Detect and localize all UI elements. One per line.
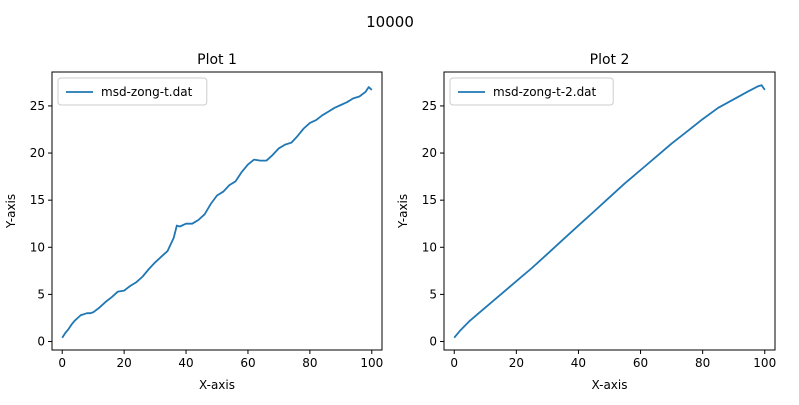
x-tick-label: 40 — [571, 356, 586, 370]
y-tick-label: 5 — [37, 287, 45, 301]
y-axis-label: Y-axis — [4, 194, 18, 229]
plot-title: Plot 2 — [590, 52, 630, 68]
y-tick-label: 15 — [30, 193, 45, 207]
y-tick-label: 20 — [30, 146, 45, 160]
x-tick-label: 0 — [450, 356, 458, 370]
series-line — [61, 86, 373, 339]
y-tick-label: 10 — [422, 240, 437, 254]
subplot-2: Plot 2 0 20 40 60 80 100 0 5 10 15 20 25 X-axis Y-axis… — [396, 52, 776, 392]
x-tick-label: 20 — [509, 356, 524, 370]
axes-frame — [51, 71, 383, 351]
x-tick-label: 100 — [753, 356, 776, 370]
y-tick-label: 0 — [37, 335, 45, 349]
y-tick-label: 10 — [30, 240, 45, 254]
legend-label: msd-zong-t.dat — [101, 85, 193, 99]
y-tick-label: 5 — [429, 287, 437, 301]
legend-label: msd-zong-t-2.dat — [493, 85, 597, 99]
legend-box — [57, 77, 208, 106]
plot-title: Plot 1 — [197, 52, 237, 68]
series-line — [453, 84, 766, 339]
x-tick-label: 60 — [240, 356, 255, 370]
x-tick-label: 40 — [178, 356, 193, 370]
y-tick-label: 25 — [422, 99, 437, 113]
y-tick-label: 20 — [422, 146, 437, 160]
y-tick-label: 15 — [422, 193, 437, 207]
x-tick-label: 60 — [633, 356, 648, 370]
x-tick-label: 20 — [116, 356, 131, 370]
legend: msd-zong-t.dat — [57, 77, 208, 106]
x-tick-label: 0 — [58, 356, 66, 370]
x-tick-label: 80 — [695, 356, 710, 370]
y-tick-label: 0 — [429, 335, 437, 349]
legend: msd-zong-t-2.dat — [449, 77, 614, 106]
figure-suptitle: 10000 — [366, 13, 414, 31]
axes-frame — [443, 71, 776, 351]
x-tick-label: 100 — [360, 356, 383, 370]
y-tick-label: 25 — [30, 99, 45, 113]
subplot-1: Plot 1 0 20 40 60 80 100 0 5 10 15 20 25 X-axis Y-axis… — [4, 52, 383, 392]
x-axis-label: X-axis — [592, 378, 628, 392]
legend-box — [449, 77, 614, 106]
x-axis-label: X-axis — [199, 378, 235, 392]
x-tick-label: 80 — [302, 356, 317, 370]
y-axis-label: Y-axis — [396, 194, 410, 229]
